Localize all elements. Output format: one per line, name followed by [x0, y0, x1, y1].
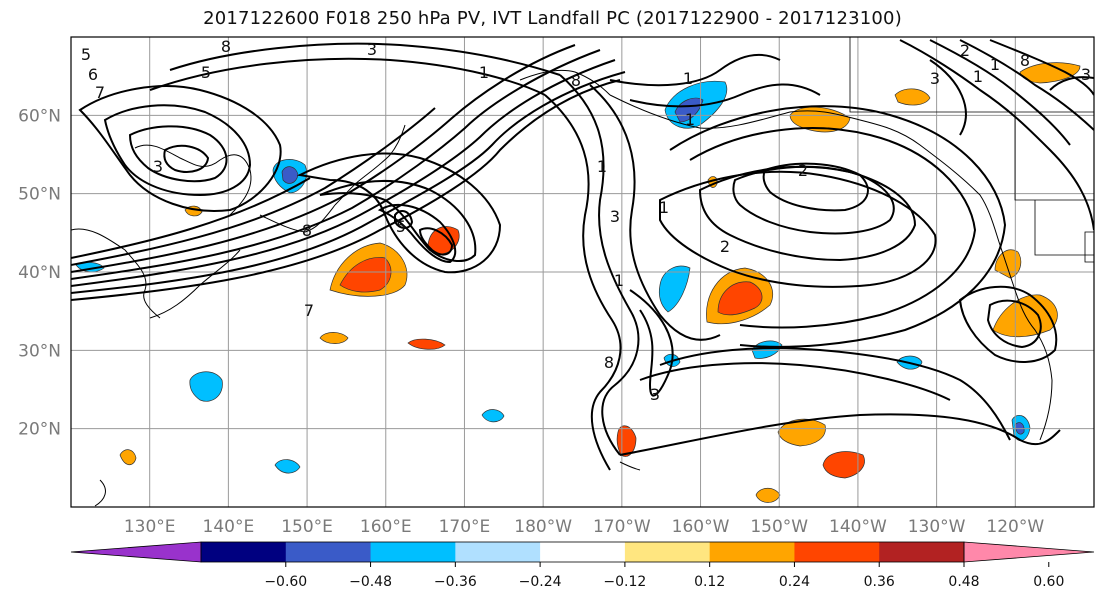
lon-tick-label: 180°W	[514, 517, 572, 537]
lat-tick-label: 20°N	[18, 420, 61, 440]
contour-label: 8	[302, 221, 312, 240]
colorbar-tick-label: −0.12	[603, 574, 646, 590]
lon-tick-label: 150°W	[750, 517, 808, 537]
colorbar-tick-label: 0.60	[1033, 574, 1064, 590]
lat-tick-label: 40°N	[18, 263, 61, 283]
political-borders	[849, 37, 1094, 263]
positive-anomaly-core	[717, 281, 763, 316]
coastlines	[71, 69, 1053, 507]
colorbar-tick-label: −0.36	[434, 574, 477, 590]
contour-label: 3	[1081, 65, 1091, 84]
positive-anomaly	[822, 451, 865, 479]
contour-label: 7	[95, 83, 105, 102]
contour-label: 3	[153, 157, 163, 176]
lat-tick-label: 30°N	[18, 341, 61, 361]
positive-anomaly	[994, 249, 1022, 279]
colorbar-segment	[285, 542, 372, 562]
lon-tick-label: 120°W	[986, 517, 1044, 537]
contour-label: 5	[81, 45, 91, 64]
negative-anomaly	[751, 340, 783, 359]
colorbar-tick-label: −0.24	[519, 574, 562, 590]
colorbar-segment	[709, 542, 795, 562]
latitude-labels: 20°N 30°N 40°N 50°N 60°N	[18, 106, 61, 439]
colorbar-tick-label: 0.36	[864, 574, 895, 590]
positive-anomaly-core	[339, 257, 392, 293]
colorbar-tick-label: 0.12	[694, 574, 725, 590]
pc-shading	[75, 62, 1081, 503]
contour-label: 5	[396, 217, 406, 236]
colorbar-segment	[455, 542, 541, 562]
contour-label: 3	[930, 69, 940, 88]
colorbar-segment	[624, 542, 711, 562]
contour-label: 8	[221, 37, 231, 56]
colorbar-tick-label: −0.60	[264, 574, 307, 590]
colorbar-segment	[370, 542, 456, 562]
colorbar-segment	[879, 542, 965, 562]
colorbar-frame	[200, 541, 965, 563]
contour-label: 1	[685, 110, 695, 129]
lon-tick-label: 140°W	[829, 517, 887, 537]
negative-anomaly	[481, 409, 505, 423]
lon-tick-label: 140°E	[203, 517, 255, 537]
colorbar-segment	[201, 542, 287, 562]
lon-tick-label: 150°E	[281, 517, 333, 537]
lon-tick-label: 170°E	[439, 517, 491, 537]
contour-label: 2	[960, 41, 970, 60]
contour-label: 3	[650, 385, 660, 404]
colorbar-segment	[540, 542, 626, 562]
contour-label: 3	[367, 40, 377, 59]
contour-label: 1	[990, 55, 1000, 74]
contour-label: 6	[88, 65, 98, 84]
contour-label: 1	[683, 69, 693, 88]
lon-tick-label: 130°E	[124, 517, 176, 537]
contour-label: 1	[614, 271, 624, 290]
colorbar	[70, 541, 1095, 563]
longitude-labels: 130°E 140°E 150°E 160°E 170°E 180°W 170°W 160°W…	[124, 517, 1045, 537]
negative-anomaly-core	[281, 166, 299, 184]
contour-label: 2	[720, 237, 730, 256]
lat-tick-label: 60°N	[18, 106, 61, 126]
contour-label: 1	[659, 198, 669, 217]
pv-contours	[71, 39, 1094, 471]
contour-label: 1	[973, 67, 983, 86]
negative-anomaly	[274, 459, 301, 474]
lon-tick-label: 130°W	[908, 517, 966, 537]
colorbar-segment	[794, 542, 880, 562]
map-title: 2017122600 F018 250 hPa PV, IVT Landfall…	[203, 8, 902, 29]
contour-label: 3	[610, 207, 620, 226]
contour-label: 1	[479, 63, 489, 82]
lat-tick-label: 50°N	[18, 185, 61, 205]
colorbar-extend-low	[70, 541, 202, 563]
colorbar-tick-label: 0.48	[948, 574, 979, 590]
contour-label: 5	[201, 63, 211, 82]
negative-anomaly	[658, 265, 691, 313]
positive-anomaly	[755, 487, 781, 503]
lon-tick-label: 160°W	[672, 517, 730, 537]
colorbar-tick-label: −0.48	[349, 574, 392, 590]
contour-label: 2	[798, 161, 808, 180]
lon-tick-label: 160°E	[360, 517, 412, 537]
colorbar-tick-label: 0.24	[779, 574, 810, 590]
colorbar-tick-labels: −0.60 −0.48 −0.36 −0.24 −0.12 0.12 0.24 0.36 0.4…	[264, 562, 1064, 590]
negative-anomaly	[189, 371, 223, 402]
contour-label: 7	[304, 301, 314, 320]
colorbar-extend-high	[963, 541, 1095, 563]
positive-anomaly	[119, 449, 137, 466]
positive-anomaly	[894, 88, 931, 106]
map-frame	[70, 36, 1095, 508]
contour-label: 8	[604, 353, 614, 372]
lon-tick-label: 170°W	[593, 517, 651, 537]
contour-label: 1	[597, 157, 607, 176]
positive-anomaly	[319, 332, 349, 344]
negative-anomaly-core	[674, 97, 704, 123]
positive-anomaly	[407, 338, 446, 350]
positive-anomaly	[777, 418, 826, 447]
contour-label: 8	[1020, 51, 1030, 70]
contour-label: 8	[571, 71, 581, 90]
